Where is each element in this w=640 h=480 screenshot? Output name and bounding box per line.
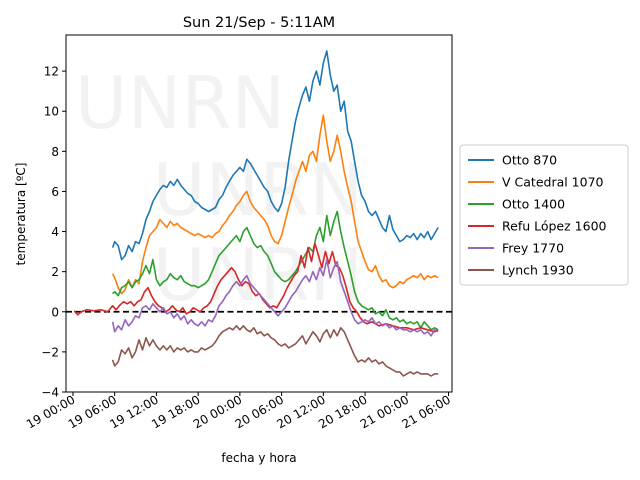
chart-title: Sun 21/Sep - 5:11AM <box>183 15 335 31</box>
y-tick-label: 8 <box>51 145 59 159</box>
watermark-text: UNRN <box>153 148 363 232</box>
y-tick-label: 10 <box>44 105 59 119</box>
legend-box <box>459 144 629 286</box>
legend-label: V Catedral 1070 <box>502 175 604 190</box>
series-line-2 <box>111 114 439 295</box>
series-line-3 <box>112 210 439 331</box>
y-tick-label: 2 <box>51 265 59 279</box>
plot-area <box>66 50 452 377</box>
axes-frame <box>65 34 453 393</box>
watermark-text: UNRN <box>75 61 285 145</box>
y-tick-label: −2 <box>41 345 59 359</box>
legend-label: Frey 1770 <box>502 241 564 256</box>
y-tick-label: 4 <box>51 225 59 239</box>
series-line-5 <box>111 258 439 337</box>
chart-title-group: Sun 21/Sep - 5:11AM <box>183 15 335 31</box>
x-axis-label: fecha y hora <box>221 451 296 465</box>
y-axis-label: temperatura [ºC] <box>14 163 28 266</box>
y-tick-label: 12 <box>44 65 59 79</box>
series-line-4 <box>73 242 439 333</box>
legend-label: Otto 870 <box>502 153 557 168</box>
legend: Otto 870 V Catedral 1070 Otto 1400 Refu Lóp… <box>459 144 629 286</box>
legend-label: Lynch 1930 <box>502 263 574 278</box>
series-line-6 <box>111 325 439 377</box>
legend-label: Otto 1400 <box>502 197 565 212</box>
y-tick-label: −4 <box>41 386 59 400</box>
y-tick-label: 6 <box>51 185 59 199</box>
series-line-1 <box>111 50 439 261</box>
y-tick-label: 0 <box>51 305 59 319</box>
legend-label: Refu López 1600 <box>502 219 607 234</box>
